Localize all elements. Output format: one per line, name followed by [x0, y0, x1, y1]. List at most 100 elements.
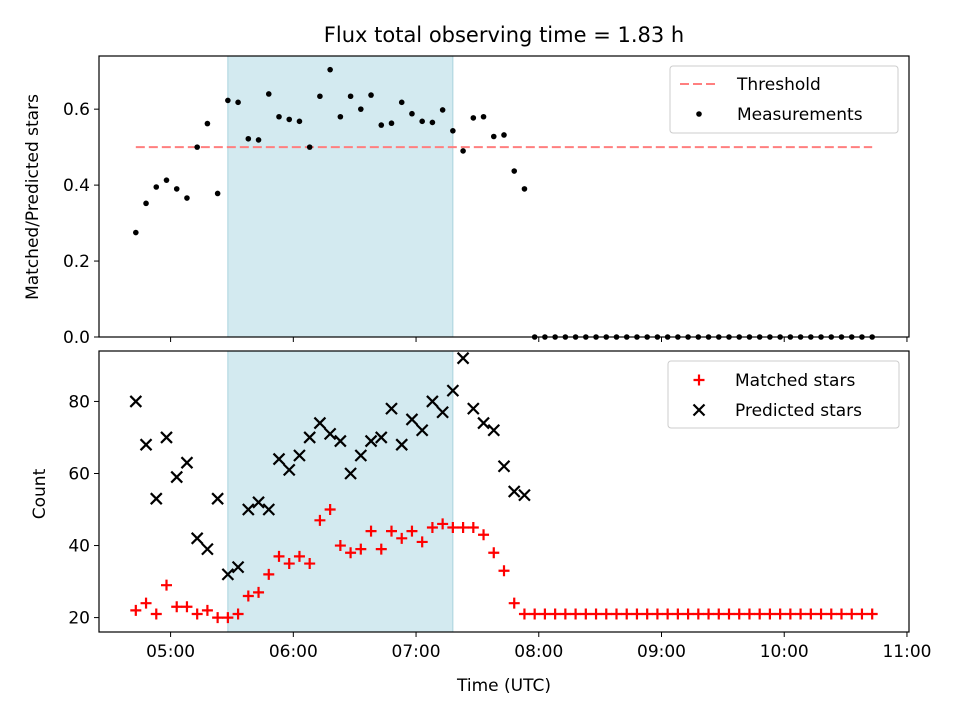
- matched-star-point: [743, 608, 755, 620]
- matched-star-point: [631, 608, 643, 620]
- matched-star-point: [825, 608, 837, 620]
- measurement-point: [490, 133, 497, 140]
- matched-star-point: [191, 608, 203, 620]
- matched-star-point: [611, 608, 622, 620]
- predicted-star-point: [313, 416, 327, 430]
- matched-star-point: [171, 601, 183, 613]
- x-tick-label: 07:00: [392, 642, 441, 662]
- matched-star-point: [426, 522, 438, 534]
- matched-star-point: [559, 608, 571, 620]
- y-tick-label: 0.6: [63, 100, 90, 120]
- matched-star-point: [764, 608, 776, 620]
- matched-star-point: [754, 608, 766, 620]
- matched-star-point: [692, 608, 704, 620]
- measurement-point: [317, 93, 323, 100]
- matched-star-point: [836, 608, 847, 620]
- matched-star-point: [682, 608, 694, 620]
- measurement-point: [163, 177, 170, 183]
- measurement-point: [470, 115, 477, 121]
- measurement-point: [194, 144, 200, 150]
- measurement-point: [480, 113, 487, 120]
- measurement-point: [306, 144, 313, 150]
- predicted-star-point: [456, 351, 470, 365]
- predicted-star-point: [282, 463, 296, 477]
- chart-title: Flux total observing time = 1.83 h: [324, 23, 684, 47]
- matched-star-point: [621, 608, 633, 620]
- predicted-star-point: [518, 488, 531, 502]
- matched-star-point: [386, 525, 397, 537]
- matched-star-point: [672, 608, 684, 620]
- matched-star-point: [181, 601, 193, 613]
- predicted-star-point: [385, 402, 398, 415]
- measurement-point: [460, 148, 466, 154]
- matched-star-point: [345, 547, 357, 559]
- measurement-point: [347, 93, 354, 100]
- predicted-star-point: [303, 431, 316, 444]
- matched-star-point: [774, 608, 786, 620]
- matched-star-point: [457, 522, 469, 534]
- matched-star-point: [314, 514, 326, 526]
- matched-star-point: [201, 604, 213, 616]
- bottom-legend: Matched stars Predicted stars: [667, 360, 900, 429]
- predicted-star-point: [487, 423, 501, 437]
- measurement-point: [429, 119, 436, 126]
- matched-star-point: [396, 532, 408, 544]
- x-tick-label: 10:00: [760, 642, 809, 662]
- matched-star-point: [130, 604, 142, 616]
- top-axes-frame: [98, 55, 910, 338]
- predicted-star-point: [446, 384, 460, 397]
- matched-star-point: [447, 522, 459, 534]
- matched-star-point: [795, 608, 807, 620]
- legend-box: [669, 65, 899, 134]
- matched-star-point: [437, 518, 449, 530]
- matched-star-point: [518, 608, 530, 620]
- measurement-point: [245, 135, 252, 142]
- predicted-star-point: [252, 496, 265, 509]
- x-tick-label: 08:00: [514, 642, 563, 662]
- predicted-star-point: [323, 427, 337, 441]
- matched-star-point: [324, 504, 336, 516]
- matched-star-point: [334, 540, 346, 552]
- matched-star-point: [723, 608, 735, 620]
- predicted-star-point: [293, 449, 306, 462]
- matched-star-point: [140, 597, 152, 609]
- predicted-star-point: [160, 431, 173, 444]
- legend-measurements-label: Measurements: [737, 105, 863, 125]
- measurement-point: [276, 113, 282, 120]
- matched-star-point: [662, 608, 674, 620]
- matched-star-point: [273, 550, 285, 562]
- measurement-point: [409, 110, 415, 117]
- y-tick-label: 0.4: [63, 176, 90, 196]
- matched-star-point: [304, 558, 316, 570]
- matched-star-point: [866, 608, 878, 620]
- matched-star-point: [355, 543, 367, 555]
- measurement-point: [204, 120, 211, 127]
- matched-star-point: [590, 608, 602, 620]
- legend-measurements-swatch: [696, 111, 702, 117]
- x-tick-label: 05:00: [146, 642, 195, 662]
- predicted-star-point: [242, 503, 255, 516]
- matched-star-point: [375, 543, 387, 555]
- predicted-star-point: [344, 467, 357, 480]
- legend-predicted-swatch: [692, 403, 706, 417]
- predicted-star-point: [364, 434, 378, 448]
- predicted-star-point: [211, 492, 224, 505]
- matched-star-point: [641, 608, 653, 620]
- x-axis-label: Time (UTC): [456, 676, 551, 696]
- matched-star-point: [365, 525, 377, 537]
- matched-star-point: [580, 608, 592, 620]
- measurement-point: [501, 132, 507, 138]
- measurement-point: [378, 122, 385, 128]
- matched-star-point: [600, 608, 612, 620]
- matched-star-point: [846, 608, 858, 620]
- measurement-point: [225, 97, 231, 104]
- matched-star-point: [703, 608, 715, 620]
- predicted-star-point: [426, 395, 439, 408]
- matched-star-point: [549, 608, 561, 620]
- measurement-point: [265, 91, 272, 97]
- matched-star-point: [815, 608, 827, 620]
- predicted-star-point: [221, 568, 235, 581]
- matched-star-point: [713, 608, 725, 620]
- matched-star-point: [242, 590, 254, 602]
- measurement-point: [358, 106, 364, 112]
